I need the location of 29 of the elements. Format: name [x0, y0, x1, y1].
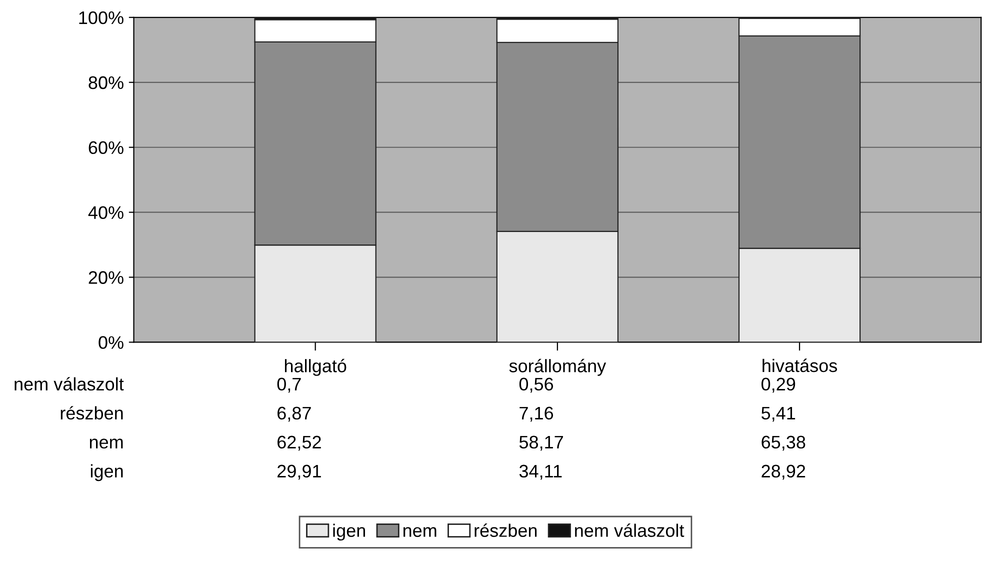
- legend-label: igen: [333, 524, 366, 541]
- data-label: 6,87: [278, 406, 311, 422]
- text: nem válaszolt: [14, 377, 124, 391]
- data-label: 5,41: [762, 406, 796, 422]
- data-label: 29,91: [278, 464, 321, 480]
- text: igen: [90, 464, 123, 482]
- data-label: 0,56: [519, 378, 554, 393]
- data-label: 28,92: [762, 464, 806, 480]
- text: részben: [60, 406, 123, 420]
- y-tick-label: 60%: [88, 141, 124, 154]
- y-tick-label: 0%: [98, 336, 124, 349]
- y-tick-label: 20%: [88, 271, 124, 284]
- legend-label: részben: [474, 524, 537, 537]
- y-tick-label: 80%: [88, 76, 124, 90]
- data-label: 0,29: [761, 378, 796, 393]
- text: nem: [90, 438, 123, 449]
- legend-label: nem: [403, 527, 436, 537]
- data-label: 0,7: [277, 378, 301, 393]
- data-label: 34,11: [519, 464, 562, 480]
- x-tick-label: sorállomány: [509, 358, 606, 376]
- data-label: 7,16: [520, 406, 554, 422]
- data-label: 62,52: [278, 436, 321, 451]
- legend-label: nem válaszolt: [575, 524, 684, 537]
- y-tick-label: 40%: [88, 206, 124, 219]
- x-tick-label: hallgató: [284, 358, 346, 376]
- y-tick-label: 100%: [79, 11, 124, 24]
- data-label: 65,38: [762, 436, 806, 451]
- data-label: 58,17: [519, 436, 563, 451]
- x-tick-label: hivatásos: [762, 358, 838, 372]
